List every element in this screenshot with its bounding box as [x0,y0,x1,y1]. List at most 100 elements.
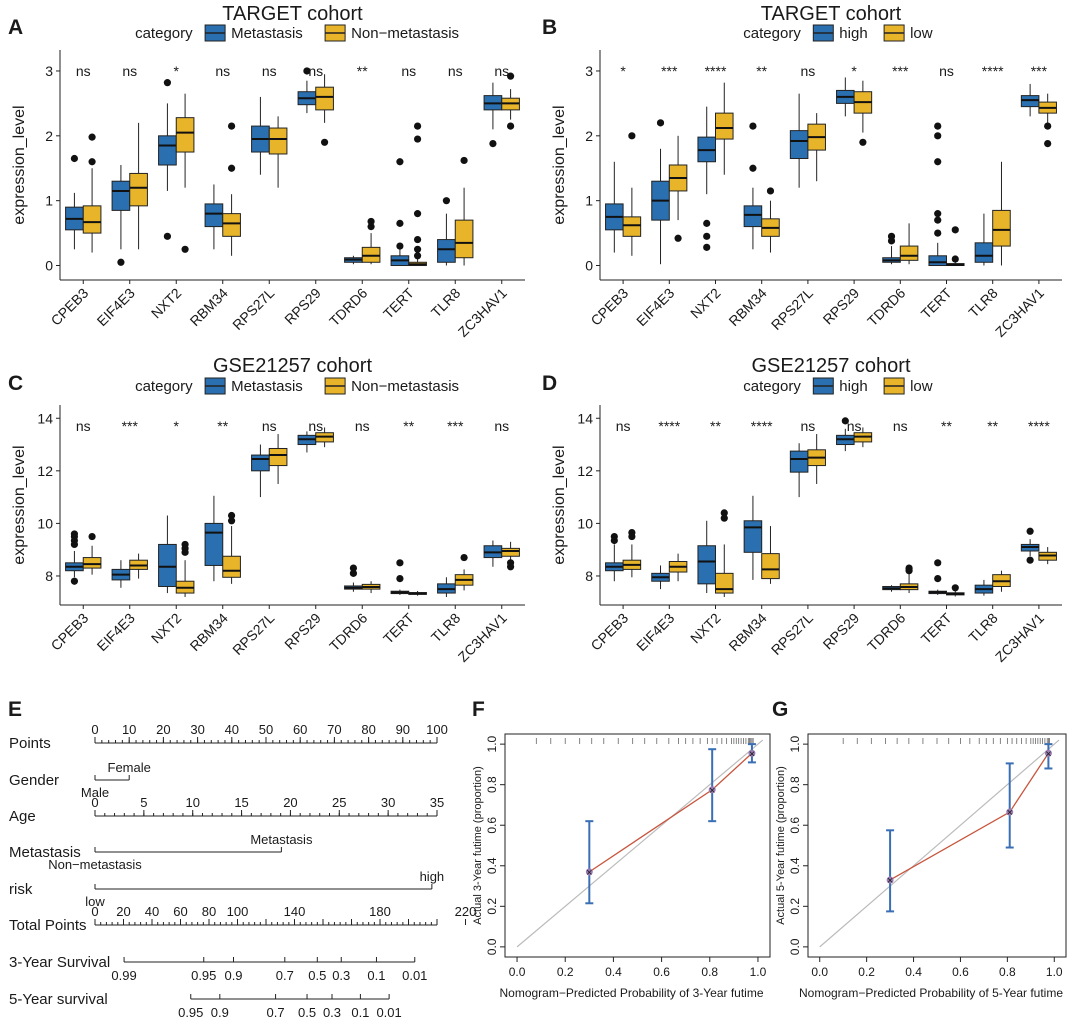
calibration-point [1006,808,1014,816]
x-tick-label: 1.0 [750,965,767,979]
significance-label: ** [217,418,228,434]
y-axis-label: expression_level [11,445,28,564]
nomogram-row-label: Metastasis [9,844,81,861]
panel-letter-g: G [772,698,788,721]
outlier-point [88,158,96,166]
nomogram-row-label: Total Points [9,917,87,934]
outlier-point [887,237,896,245]
nomogram-level-label: Female [108,760,151,775]
y-axis-label: expression_level [551,445,568,564]
outlier-point [749,122,757,130]
box-metastasis [111,180,131,211]
outlier-point [163,232,172,240]
plot-frame [504,733,771,958]
outlier-point [413,210,422,218]
y-tick-label: 3 [45,63,53,79]
legend-label-1: Metastasis [231,25,303,42]
calibration-point [708,786,716,794]
nomogram-tick-label: 80 [202,904,216,919]
plot-frame [807,733,1067,958]
outlier-point [934,158,942,166]
y-axis-label: expression_level [551,105,568,224]
nomogram-tick-label: 0.7 [276,968,294,983]
nomogram-tick-label: 25 [332,795,346,810]
y-axis-label: Actual 3-Year futime (proportion) [472,766,484,925]
nomogram-tick-label: 220 [455,904,477,919]
y-axis-label: Actual 5-Year futime (proportion) [775,766,787,925]
nomogram-tick-label: 0.3 [323,1005,341,1019]
y-tick-label: 0.4 [485,857,499,874]
significance-label: ns [76,418,91,434]
significance-label: * [620,63,626,79]
x-axis-label: Nomogram−Predicted Probability of 3-Year… [499,986,763,1000]
outlier-point [703,219,711,227]
calibration-point [1044,749,1052,757]
y-tick-label: 10 [577,515,593,531]
box-nonmetastasis [175,117,195,153]
nomogram-tick-label: 80 [361,722,375,737]
nomogram-tick-label: 0.1 [351,1005,369,1019]
outlier-point [610,536,618,545]
nomogram-tick-label: 0.1 [367,968,385,983]
nomogram-tick-label: 70 [327,722,341,737]
y-tick-label: 1.0 [788,735,802,752]
nomogram-tick-label: 20 [283,795,297,810]
box-low [622,216,642,237]
y-tick-label: 0 [585,258,593,274]
box-metastasis [158,135,177,166]
legend-label-2: Non−metastasis [351,25,459,42]
outlier-point [413,245,422,253]
chart-title: GSE21257 cohort [752,355,911,377]
outlier-point [934,122,942,130]
y-tick-label: 0.6 [485,817,499,834]
nomogram-tick-label: 20 [156,722,170,737]
calibration-cross: × [1006,807,1012,819]
nomogram-tick-label: 20 [116,904,130,919]
chart-title: GSE21257 cohort [213,355,372,377]
calibration-panel-g: Nomogram−Predicted Probability of 5-Year… [775,733,1067,1000]
significance-label: ns [494,63,509,79]
box-nonmetastasis [129,172,148,207]
outlier-point [506,563,515,571]
y-axis-label: expression_level [11,105,28,224]
y-tick-label: 0.8 [788,776,802,793]
outlier-point [349,564,358,572]
nomogram-row-label: Age [9,808,36,825]
outlier-point [766,187,775,195]
outlier-point [181,245,189,253]
outlier-point [628,132,636,140]
nomogram-level-label: high [420,869,445,884]
outlier-point [396,242,404,250]
outlier-point [934,216,942,224]
box-high [928,255,947,267]
x-tick-label: 0.0 [509,965,526,979]
outlier-point [506,122,515,130]
nomogram-tick-label: 35 [430,795,444,810]
box-metastasis [204,203,224,228]
nomogram-tick-label: 100 [227,904,249,919]
outlier-point [413,252,422,260]
significance-label: **** [982,63,1004,79]
nomogram-tick-label: 180 [369,904,391,919]
outlier-point [1044,140,1052,148]
outlier-point [303,67,311,75]
significance-label: ** [403,418,414,434]
outlier-point [859,138,867,146]
legend-label-1: Metastasis [231,378,303,395]
calibration-cross: × [709,785,715,797]
nomogram-tick-label: 40 [225,722,239,737]
box-low [992,209,1011,247]
y-tick-label: 0.0 [788,938,802,955]
outlier-point [396,575,404,583]
y-tick-label: 1 [45,193,53,209]
y-tick-label: 14 [37,410,53,426]
outlier-point [460,553,468,562]
calibration-cross: × [1045,748,1051,760]
x-tick-label: 0.8 [701,965,718,979]
outlier-point [181,548,189,556]
outlier-point [703,243,711,251]
y-tick-label: 0.2 [485,898,499,915]
outlier-point [413,235,422,244]
x-axis-label: Nomogram−Predicted Probability of 5-Year… [799,986,1063,1000]
box-metastasis [158,543,177,587]
